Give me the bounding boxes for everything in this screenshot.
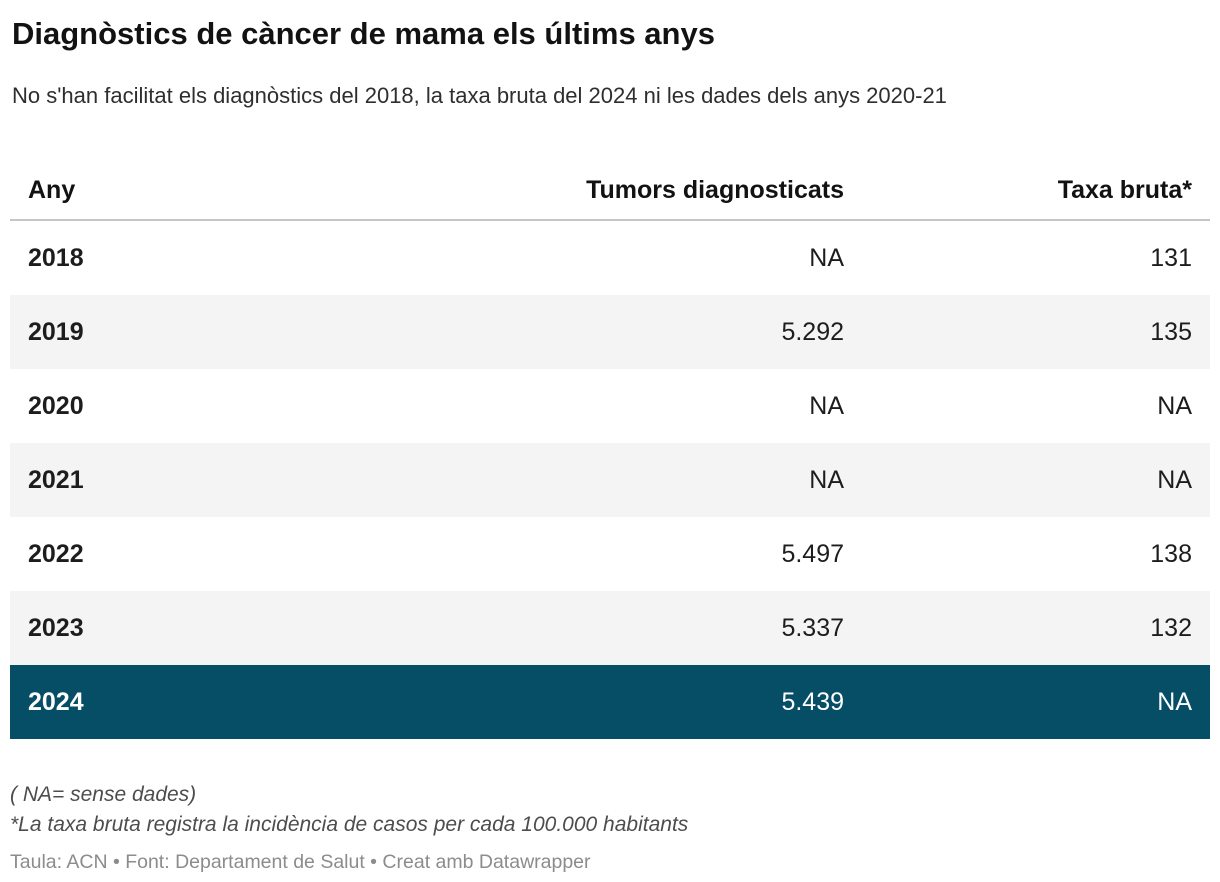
cell-taxa: NA	[1157, 392, 1192, 420]
page-title: Diagnòstics de càncer de mama els últims…	[12, 16, 715, 51]
table-row: 2021 NA NA	[10, 443, 1210, 517]
cell-taxa: NA	[1157, 466, 1192, 494]
cell-year: 2022	[28, 540, 84, 568]
column-header-taxa: Taxa bruta*	[862, 161, 1210, 221]
data-table: Any Tumors diagnosticats Taxa bruta* 201…	[10, 161, 1210, 739]
cell-tumors: 5.292	[781, 318, 844, 346]
cell-year: 2021	[28, 466, 84, 494]
table-row-highlighted: 2024 5.439 NA	[10, 665, 1210, 739]
cell-tumors: NA	[809, 466, 844, 494]
column-header-tumors: Tumors diagnosticats	[490, 161, 862, 221]
cell-taxa: 131	[1150, 244, 1192, 272]
cell-taxa: NA	[1157, 688, 1192, 716]
page-subtitle: No s'han facilitat els diagnòstics del 2…	[12, 83, 947, 108]
cell-year: 2023	[28, 614, 84, 642]
cell-taxa: 138	[1150, 540, 1192, 568]
table-row: 2019 5.292 135	[10, 295, 1210, 369]
cell-year: 2020	[28, 392, 84, 420]
table-row: 2018 NA 131	[10, 220, 1210, 295]
footnotes: ( NA= sense dades) *La taxa bruta regist…	[10, 780, 1210, 874]
table-row: 2020 NA NA	[10, 369, 1210, 443]
cell-taxa: 135	[1150, 318, 1192, 346]
attribution-line: Taula: ACN • Font: Departament de Salut …	[10, 851, 591, 873]
column-header-any: Any	[10, 161, 490, 221]
cell-taxa: 132	[1150, 614, 1192, 642]
cell-year: 2024	[28, 688, 84, 716]
cell-tumors: 5.337	[781, 614, 844, 642]
cell-tumors: NA	[809, 392, 844, 420]
footnote-taxa: *La taxa bruta registra la incidència de…	[10, 813, 689, 836]
cell-tumors: 5.497	[781, 540, 844, 568]
table-row: 2022 5.497 138	[10, 517, 1210, 591]
table-row: 2023 5.337 132	[10, 591, 1210, 665]
cell-tumors: NA	[809, 244, 844, 272]
footnote-na: ( NA= sense dades)	[10, 783, 197, 806]
cell-year: 2018	[28, 244, 84, 272]
cell-tumors: 5.439	[781, 688, 844, 716]
table-header-row: Any Tumors diagnosticats Taxa bruta*	[10, 161, 1210, 221]
cell-year: 2019	[28, 318, 84, 346]
